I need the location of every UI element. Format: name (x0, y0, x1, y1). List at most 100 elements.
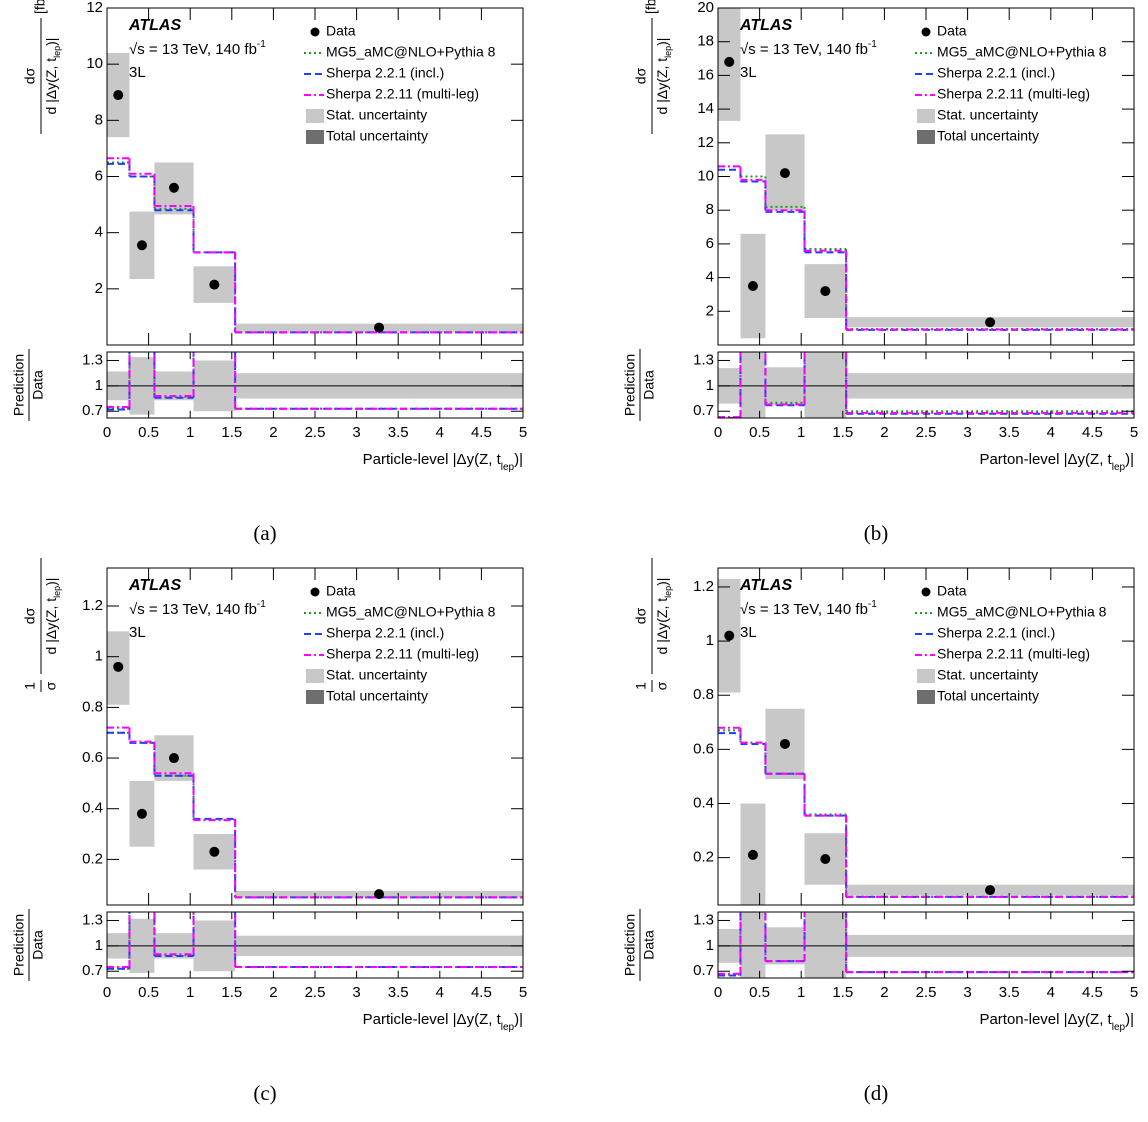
x-tick-label: 1 (797, 984, 805, 1001)
ratio-y-label: Prediction Data (622, 909, 657, 981)
x-tick-label: 2 (269, 984, 277, 1001)
main-plot (107, 52, 523, 334)
y-label-den-text: d |Δy(Z, t (654, 598, 670, 655)
y-tick-label: 0.4 (693, 794, 714, 811)
energy-text: √s = 13 TeV, 140 fb (740, 601, 868, 618)
data-point (985, 317, 996, 328)
main-plot (718, 578, 1134, 905)
x-tick-label: 2.5 (305, 984, 326, 1001)
legend-label: Stat. uncertainty (937, 107, 1038, 123)
data-point (779, 168, 790, 179)
x-tick-label: 4.5 (1082, 424, 1103, 441)
channel-label: 3L (740, 624, 757, 641)
x-tick-label: 1.5 (221, 424, 242, 441)
y-tick-label: 0.2 (693, 849, 714, 866)
ratio-y-label: Prediction Data (622, 349, 657, 421)
legend-marker (310, 27, 320, 37)
x-tick-label: 5 (1130, 424, 1138, 441)
experiment-label: ATLAS (128, 17, 181, 34)
ratio-y-tick-label: 0.7 (693, 962, 714, 979)
ratio-y-tick-label: 1 (706, 937, 714, 954)
channel-label: 3L (129, 64, 146, 81)
y-tick-label: 4 (95, 224, 103, 241)
ratio-label-num: Prediction (11, 914, 27, 976)
x-tick-label: 4 (436, 424, 444, 441)
y-tick-label: 6 (95, 167, 103, 184)
ratio-stat-band (740, 352, 766, 418)
x-axis-label: Parton-level |Δy(Z, tlep)| (979, 1011, 1134, 1033)
channel-label: 3L (129, 624, 146, 641)
y-label-den-text: d |Δy(Z, t (43, 58, 59, 115)
data-point (168, 753, 179, 764)
ratio-plot (107, 912, 523, 973)
data-point (113, 661, 124, 672)
energy-label: √s = 13 TeV, 140 fb-1 (740, 599, 877, 618)
legend-swatch (917, 690, 935, 704)
energy-text: √s = 13 TeV, 140 fb (129, 41, 257, 58)
data-point (136, 808, 147, 819)
energy-text: √s = 13 TeV, 140 fb (740, 41, 868, 58)
y-tick-label: 1.2 (82, 597, 103, 614)
x-tick-label: 3.5 (388, 424, 409, 441)
data-point (985, 885, 996, 896)
y-tick-label: 12 (697, 134, 714, 151)
x-tick-label: 5 (519, 984, 527, 1001)
ratio-y-tick-label: 1.3 (693, 351, 714, 368)
panel: 0 0.5 1 1.5 2 2.5 3 3.5 4 4.5 5 0.2 0.4 0.6 0.8 1 1.2 0.7… (622, 558, 1138, 1105)
legend-swatch (306, 669, 324, 683)
ratio-y-label: Prediction Data (11, 909, 46, 981)
data-point (820, 853, 831, 864)
caption: (a) (253, 521, 276, 545)
y-label-close: )| (43, 578, 59, 586)
x-tick-label: 0.5 (138, 424, 159, 441)
y-tick-label: 0.2 (82, 850, 103, 867)
ratio-label-num: Prediction (622, 914, 638, 976)
y-label-prefix-den: σ (654, 681, 670, 690)
x-tick-label: 4 (1047, 424, 1055, 441)
x-tick-label: 0 (103, 984, 111, 1001)
ratio-y-tick-label: 1 (95, 377, 103, 394)
energy-sup: -1 (868, 599, 877, 610)
experiment-label: ATLAS (128, 577, 181, 594)
ratio-label-num: Prediction (622, 354, 638, 416)
x-tick-label: 4 (1047, 984, 1055, 1001)
energy-label: √s = 13 TeV, 140 fb-1 (129, 599, 266, 618)
data-point (779, 738, 790, 749)
legend-label: MG5_aMC@NLO+Pythia 8 (326, 604, 496, 620)
legend-label: Stat. uncertainty (937, 667, 1038, 683)
x-tick-label: 3.5 (388, 984, 409, 1001)
legend-label: Sherpa 2.2.1 (incl.) (326, 65, 444, 81)
y-tick-label: 8 (95, 111, 103, 128)
caption: (b) (864, 521, 889, 545)
y-tick-label: 10 (697, 167, 714, 184)
x-tick-label: 3.5 (999, 984, 1020, 1001)
x-tick-label: 2.5 (916, 984, 937, 1001)
y-label-numerator: dσ (22, 67, 38, 84)
y-label-close: )| (654, 578, 670, 586)
y-label-sub: lep (663, 586, 673, 598)
ratio-y-tick-label: 1.3 (82, 351, 103, 368)
legend-label: Data (937, 583, 967, 599)
caption: (c) (253, 1081, 276, 1105)
x-tick-label: 1.5 (832, 984, 853, 1001)
x-label-close: )| (1125, 1011, 1134, 1028)
channel-label: 3L (740, 64, 757, 81)
y-tick-label: 0.6 (693, 740, 714, 757)
y-tick-label: 0.6 (82, 749, 103, 766)
legend-label: Total uncertainty (937, 128, 1039, 144)
ratio-label-den: Data (641, 370, 657, 400)
y-label-numerator: dσ (633, 607, 649, 624)
energy-text: √s = 13 TeV, 140 fb (129, 601, 257, 618)
legend-label: MG5_aMC@NLO+Pythia 8 (937, 44, 1107, 60)
x-label-sub: lep (1112, 1022, 1126, 1033)
x-tick-label: 3 (352, 984, 360, 1001)
x-axis-label: Parton-level |Δy(Z, tlep)| (979, 451, 1134, 473)
y-tick-label: 0.8 (82, 698, 103, 715)
x-tick-label: 2 (269, 424, 277, 441)
ratio-y-tick-label: 1.3 (693, 911, 714, 928)
y-tick-label: 1 (706, 632, 714, 649)
data-point (724, 630, 735, 641)
x-tick-label: 1 (797, 424, 805, 441)
